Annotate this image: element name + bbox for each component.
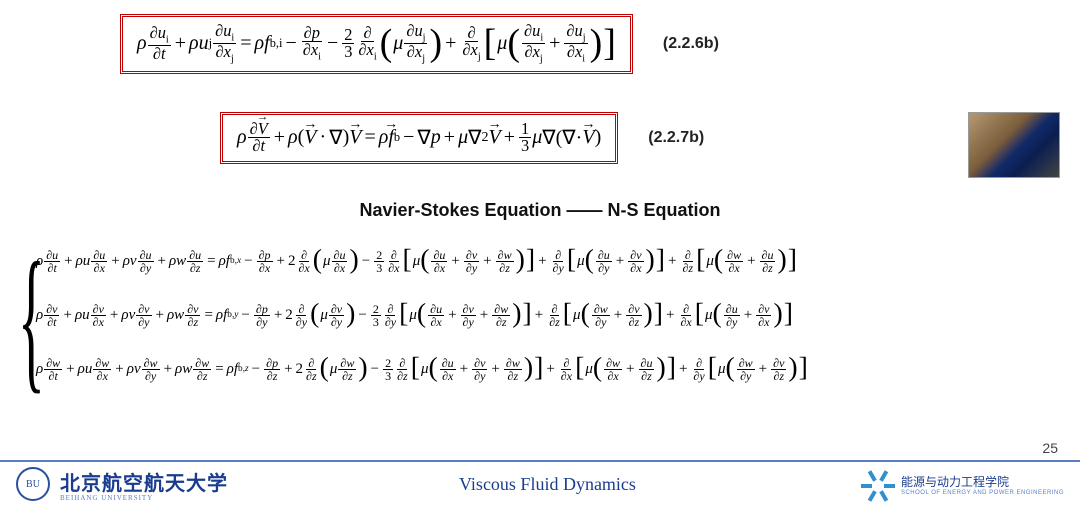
footer: BU 北京航空航天大学 BEIHANG UNIVERSITY Viscous F… bbox=[0, 460, 1080, 506]
university-seal-icon: BU bbox=[16, 467, 50, 501]
inline-photo bbox=[968, 112, 1060, 178]
equation-1-row: ρ ∂ui∂t + ρuj ∂ui∂xj = ρfb,i − ∂p∂xi − 2… bbox=[120, 14, 719, 74]
school-name-cn: 能源与动力工程学院 bbox=[901, 473, 1064, 490]
equation-1-label: (2.2.6b) bbox=[663, 35, 719, 53]
ns-system-u: ρ∂u∂t +ρu∂u∂x +ρv∂u∂y +ρw∂u∂z =ρfb,x −∂p… bbox=[36, 240, 1060, 282]
school-name-en: SCHOOL OF ENERGY AND POWER ENGINEERING bbox=[901, 490, 1064, 496]
section-title: Navier-Stokes Equation —— N-S Equation bbox=[0, 200, 1080, 221]
equation-1-box: ρ ∂ui∂t + ρuj ∂ui∂xj = ρfb,i − ∂p∂xi − 2… bbox=[120, 14, 633, 74]
slide: ρ ∂ui∂t + ρuj ∂ui∂xj = ρfb,i − ∂p∂xi − 2… bbox=[0, 0, 1080, 506]
university-name-cn: 北京航空航天大学 bbox=[60, 467, 228, 496]
footer-right: 能源与动力工程学院 SCHOOL OF ENERGY AND POWER ENG… bbox=[867, 471, 1064, 497]
school-logo-icon bbox=[867, 471, 893, 497]
course-title: Viscous Fluid Dynamics bbox=[228, 474, 867, 495]
equation-1: ρ ∂ui∂t + ρuj ∂ui∂xj = ρfb,i − ∂p∂xi − 2… bbox=[137, 23, 616, 65]
ns-system-v: ρ∂v∂t +ρu∂v∂x +ρv∂v∂y +ρw∂v∂z =ρfb,y −∂p… bbox=[36, 294, 1060, 336]
ns-system-w: ρ∂w∂t +ρu∂w∂x +ρv∂w∂y +ρw∂w∂z =ρfb,z −∂p… bbox=[36, 348, 1060, 390]
equation-2-row: ρ ∂V∂t + ρ(V·∇)V = ρfb − ∇p + μ∇2V + 13 … bbox=[220, 112, 704, 164]
system-brace: { bbox=[18, 238, 45, 398]
equation-2-box: ρ ∂V∂t + ρ(V·∇)V = ρfb − ∇p + μ∇2V + 13 … bbox=[220, 112, 618, 164]
page-number: 25 bbox=[1042, 440, 1058, 456]
equation-2: ρ ∂V∂t + ρ(V·∇)V = ρfb − ∇p + μ∇2V + 13 … bbox=[237, 121, 601, 155]
footer-left: BU 北京航空航天大学 BEIHANG UNIVERSITY bbox=[16, 467, 228, 502]
equation-2-label: (2.2.7b) bbox=[648, 129, 704, 147]
ns-system: { ρ∂u∂t +ρu∂u∂x +ρv∂u∂y +ρw∂u∂z =ρfb,x −… bbox=[22, 240, 1060, 390]
